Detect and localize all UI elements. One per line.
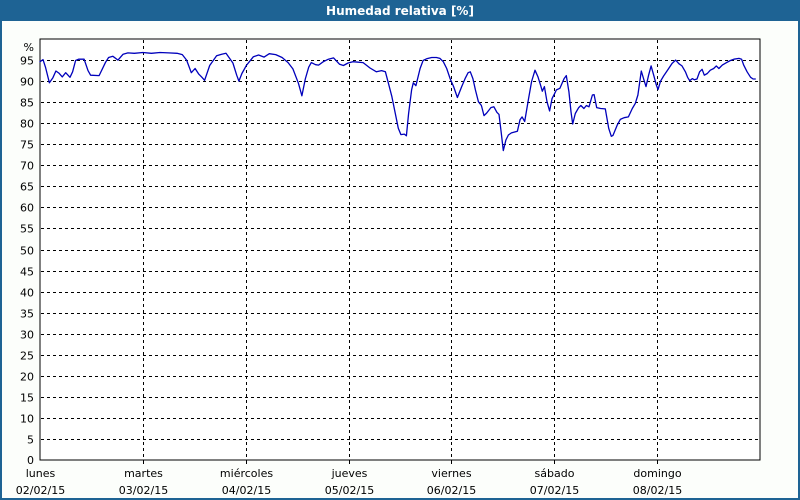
chart-title: Humedad relativa [%] [326,4,474,18]
chart-titlebar: Humedad relativa [%] [2,2,798,21]
